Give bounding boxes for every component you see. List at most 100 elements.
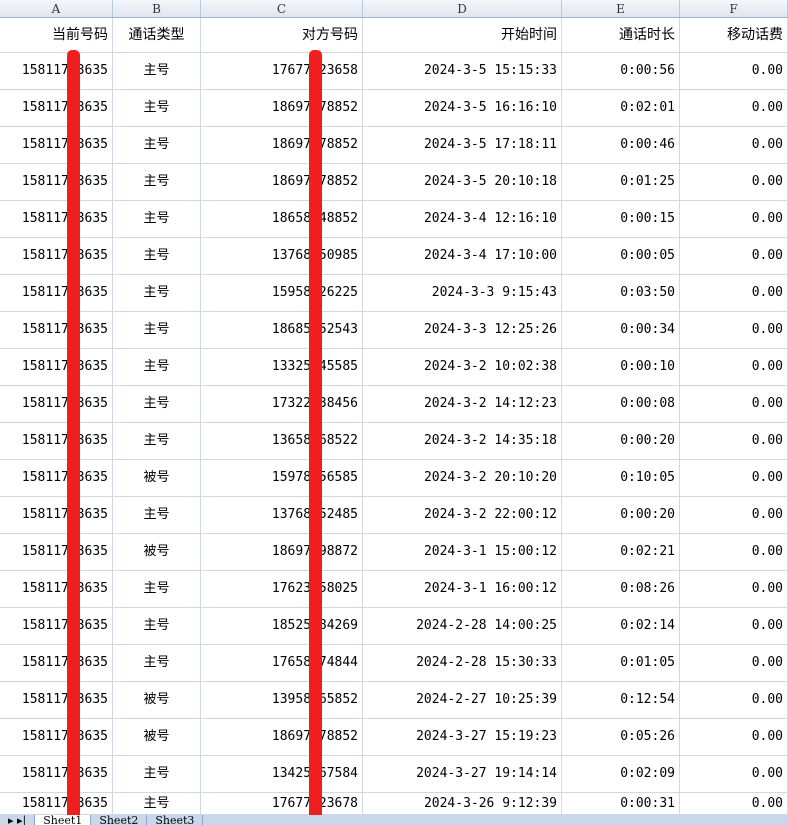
cell[interactable]: 18685552543: [201, 312, 363, 348]
column-header-F[interactable]: F: [680, 0, 788, 17]
cell[interactable]: 0.00: [680, 53, 788, 89]
cell[interactable]: 2024-3-3 12:25:26: [363, 312, 562, 348]
cell[interactable]: 被号: [113, 682, 201, 718]
sheet-tab[interactable]: Sheet3: [147, 815, 204, 825]
header-cell[interactable]: 通话时长: [562, 18, 680, 52]
cell[interactable]: 0.00: [680, 608, 788, 644]
cell[interactable]: 0:00:20: [562, 497, 680, 533]
cell[interactable]: 15811753635: [0, 460, 113, 496]
cell[interactable]: 15958426225: [201, 275, 363, 311]
cell[interactable]: 0.00: [680, 90, 788, 126]
cell[interactable]: 15811753635: [0, 164, 113, 200]
cell[interactable]: 0:00:31: [562, 793, 680, 814]
cell[interactable]: 15811753635: [0, 793, 113, 814]
cell[interactable]: 0.00: [680, 164, 788, 200]
cell[interactable]: 15811753635: [0, 571, 113, 607]
cell[interactable]: 0.00: [680, 682, 788, 718]
cell[interactable]: 2024-2-28 14:00:25: [363, 608, 562, 644]
cell[interactable]: 15811753635: [0, 312, 113, 348]
cell[interactable]: 18697378852: [201, 90, 363, 126]
cell[interactable]: 0:00:10: [562, 349, 680, 385]
column-header-E[interactable]: E: [562, 0, 680, 17]
cell[interactable]: 2024-3-2 14:35:18: [363, 423, 562, 459]
cell[interactable]: 15811753635: [0, 645, 113, 681]
cell[interactable]: 2024-3-27 15:19:23: [363, 719, 562, 755]
cell[interactable]: 0.00: [680, 719, 788, 755]
cell[interactable]: 2024-3-4 17:10:00: [363, 238, 562, 274]
cell[interactable]: 15811753635: [0, 386, 113, 422]
cell[interactable]: 2024-3-5 20:10:18: [363, 164, 562, 200]
cell[interactable]: 15811753635: [0, 53, 113, 89]
cell[interactable]: 0.00: [680, 534, 788, 570]
cell[interactable]: 主号: [113, 423, 201, 459]
cell[interactable]: 主号: [113, 793, 201, 814]
cell[interactable]: 主号: [113, 349, 201, 385]
cell[interactable]: 0:02:01: [562, 90, 680, 126]
cell[interactable]: 13958265852: [201, 682, 363, 718]
cell[interactable]: 15811753635: [0, 497, 113, 533]
column-header-C[interactable]: C: [201, 0, 363, 17]
cell[interactable]: 0:00:46: [562, 127, 680, 163]
column-header-A[interactable]: A: [0, 0, 113, 17]
cell[interactable]: 主号: [113, 645, 201, 681]
cell[interactable]: 17658474844: [201, 645, 363, 681]
cell[interactable]: 0.00: [680, 756, 788, 792]
cell[interactable]: 15811753635: [0, 127, 113, 163]
cell[interactable]: 0.00: [680, 793, 788, 814]
cell[interactable]: 2024-3-2 14:12:23: [363, 386, 562, 422]
cell[interactable]: 15811753635: [0, 608, 113, 644]
cell[interactable]: 0.00: [680, 127, 788, 163]
cell[interactable]: 0:00:15: [562, 201, 680, 237]
cell[interactable]: 2024-3-26 9:12:39: [363, 793, 562, 814]
cell[interactable]: 15811753635: [0, 682, 113, 718]
cell[interactable]: 17322538456: [201, 386, 363, 422]
cell[interactable]: 17677123658: [201, 53, 363, 89]
cell[interactable]: 主号: [113, 90, 201, 126]
cell[interactable]: 13768250985: [201, 238, 363, 274]
cell[interactable]: 0.00: [680, 460, 788, 496]
cell[interactable]: 15811753635: [0, 719, 113, 755]
cell[interactable]: 主号: [113, 386, 201, 422]
cell[interactable]: 0:00:34: [562, 312, 680, 348]
cell[interactable]: 0:01:25: [562, 164, 680, 200]
cell[interactable]: 0.00: [680, 571, 788, 607]
header-cell[interactable]: 对方号码: [201, 18, 363, 52]
cell[interactable]: 15811753635: [0, 423, 113, 459]
cell[interactable]: 2024-3-5 15:15:33: [363, 53, 562, 89]
cell[interactable]: 13768252485: [201, 497, 363, 533]
cell[interactable]: 0:00:20: [562, 423, 680, 459]
cell[interactable]: 主号: [113, 497, 201, 533]
cell[interactable]: 0.00: [680, 423, 788, 459]
cell[interactable]: 15811753635: [0, 349, 113, 385]
cell[interactable]: 被号: [113, 534, 201, 570]
cell[interactable]: 2024-3-3 9:15:43: [363, 275, 562, 311]
sheet-tab[interactable]: Sheet1: [35, 815, 92, 825]
cell[interactable]: 0.00: [680, 275, 788, 311]
cell[interactable]: 13425567584: [201, 756, 363, 792]
column-header-B[interactable]: B: [113, 0, 201, 17]
cell[interactable]: 0:00:08: [562, 386, 680, 422]
cell[interactable]: 15811753635: [0, 275, 113, 311]
cell[interactable]: 2024-3-2 10:02:38: [363, 349, 562, 385]
column-header-D[interactable]: D: [363, 0, 562, 17]
cell[interactable]: 0.00: [680, 497, 788, 533]
cell[interactable]: 0:03:50: [562, 275, 680, 311]
cell[interactable]: 2024-3-5 16:16:10: [363, 90, 562, 126]
cell[interactable]: 0.00: [680, 349, 788, 385]
cell[interactable]: 2024-2-27 10:25:39: [363, 682, 562, 718]
sheet-tab[interactable]: Sheet2: [91, 815, 148, 825]
cell[interactable]: 主号: [113, 201, 201, 237]
cell[interactable]: 15811753635: [0, 534, 113, 570]
cell[interactable]: 主号: [113, 275, 201, 311]
cell[interactable]: 2024-3-1 16:00:12: [363, 571, 562, 607]
sheet-nav-arrows-icon[interactable]: ▸ ▸|: [0, 815, 36, 825]
cell[interactable]: 18525584269: [201, 608, 363, 644]
cell[interactable]: 被号: [113, 719, 201, 755]
cell[interactable]: 2024-2-28 15:30:33: [363, 645, 562, 681]
cell[interactable]: 0:00:56: [562, 53, 680, 89]
header-cell[interactable]: 通话类型: [113, 18, 201, 52]
cell[interactable]: 15811753635: [0, 201, 113, 237]
cell[interactable]: 2024-3-5 17:18:11: [363, 127, 562, 163]
cell[interactable]: 13325545585: [201, 349, 363, 385]
cell[interactable]: 0.00: [680, 201, 788, 237]
